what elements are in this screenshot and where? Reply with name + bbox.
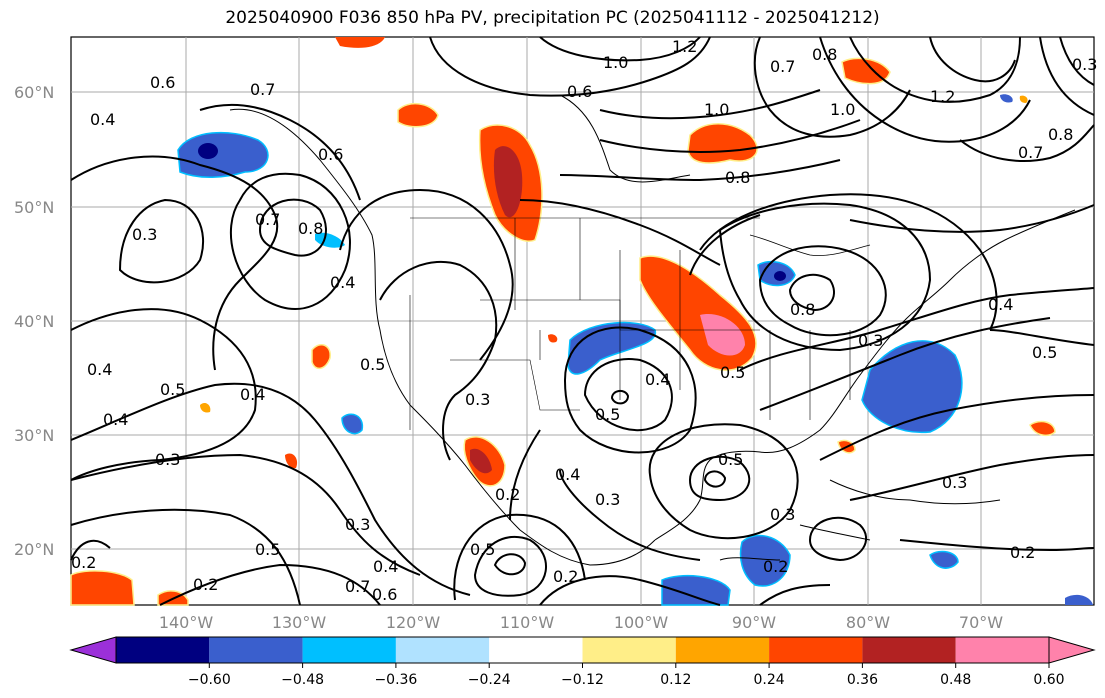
contour-label: 0.3 [155, 450, 180, 469]
contour-label: 1.0 [830, 100, 855, 119]
contour-label: 0.5 [1032, 343, 1057, 362]
contour-label: 0.3 [465, 390, 490, 409]
contour-label: 0.4 [330, 273, 355, 292]
contour-label: 0.2 [71, 553, 96, 572]
contour-label: 1.0 [704, 100, 729, 119]
lat-label: 40°N [14, 312, 54, 331]
lon-labels: 140°W 130°W 120°W 110°W 100°W 90°W 80°W … [159, 613, 1003, 632]
contour-labels: 1.0 1.2 0.8 0.7 0.6 0.6 0.4 0.3 0.7 0.8 … [71, 37, 1097, 604]
pv-contours [70, 36, 1095, 606]
contour-label: 0.5 [595, 405, 620, 424]
colorbar-tick-label: 0.60 [1033, 672, 1064, 688]
contour-label: 0.6 [318, 145, 343, 164]
contour-label: 0.8 [812, 45, 837, 64]
contour-label: 0.8 [298, 219, 323, 238]
coastlines [229, 94, 1076, 566]
contour-label: 0.3 [345, 515, 370, 534]
lon-label: 140°W [159, 613, 214, 632]
contour-label: 0.8 [725, 168, 750, 187]
contour-label: 0.4 [240, 385, 265, 404]
lon-label: 80°W [846, 613, 890, 632]
contour-label: 0.7 [250, 80, 275, 99]
colorbar-tick-label: −0.36 [374, 672, 417, 688]
colorbar-tick-label: 0.12 [660, 672, 691, 688]
contour-label: 0.3 [770, 505, 795, 524]
contour-label: 0.5 [718, 450, 743, 469]
colorbar-tick-label: −0.12 [561, 672, 604, 688]
contour-label: 1.2 [930, 87, 955, 106]
colorbar-cell [395, 637, 490, 663]
contour-label: 1.0 [603, 53, 628, 72]
colorbar-tick-label: −0.48 [281, 672, 324, 688]
colorbar-tick-label: −0.24 [468, 672, 511, 688]
colorbar-cell [116, 637, 210, 663]
contour-label: 0.4 [103, 410, 128, 429]
colorbar-cells [116, 637, 1049, 663]
contour-label: 0.6 [150, 73, 175, 92]
map-panel: 1.0 1.2 0.8 0.7 0.6 0.6 0.4 0.3 0.7 0.8 … [70, 36, 1097, 606]
contour-label: 0.4 [555, 465, 580, 484]
lat-label: 30°N [14, 426, 54, 445]
colorbar-extend-high [1048, 636, 1096, 664]
colorbar-cell [955, 637, 1049, 663]
colorbar-tick-label: 0.24 [754, 672, 785, 688]
contour-label: 0.4 [988, 295, 1013, 314]
lon-label: 120°W [386, 613, 441, 632]
contour-label: 0.3 [132, 225, 157, 244]
contour-label: 0.5 [160, 380, 185, 399]
contour-label: 0.7 [345, 577, 370, 596]
contour-label: 0.8 [1048, 125, 1073, 144]
contour-label: 0.5 [720, 363, 745, 382]
contour-label: 0.7 [255, 210, 280, 229]
colorbar-cell [675, 637, 770, 663]
colorbar-ticks: −0.60 −0.48 −0.36 −0.24 −0.12 0.12 0.24 0.36 0.4… [188, 663, 1065, 688]
contour-label: 0.4 [645, 370, 670, 389]
colorbar-cell [582, 637, 676, 663]
lat-labels: 60°N 50°N 40°N 30°N 20°N [14, 83, 54, 559]
contour-label: 0.3 [595, 490, 620, 509]
lat-label: 20°N [14, 540, 54, 559]
lon-label: 130°W [272, 613, 327, 632]
contour-label: 0.5 [255, 540, 280, 559]
contour-label: 0.6 [567, 82, 592, 101]
contour-label: 0.5 [360, 355, 385, 374]
contour-label: 0.2 [495, 485, 520, 504]
lon-label: 110°W [500, 613, 555, 632]
contour-label: 0.2 [193, 575, 218, 594]
lon-label: 70°W [959, 613, 1003, 632]
contour-label: 0.3 [1072, 55, 1097, 74]
contour-label: 0.3 [942, 473, 967, 492]
chart-title: 2025040900 F036 850 hPa PV, precipitatio… [225, 8, 880, 28]
colorbar: −0.60 −0.48 −0.36 −0.24 −0.12 0.12 0.24 0.36 0.4… [69, 636, 1096, 688]
precip-shading [70, 37, 1093, 606]
contour-label: 0.2 [553, 567, 578, 586]
colorbar-extend-low [69, 636, 117, 664]
contour-label: 1.2 [672, 37, 697, 56]
colorbar-tick-label: 0.36 [847, 672, 878, 688]
lon-label: 100°W [614, 613, 669, 632]
colorbar-tick-label: 0.48 [940, 672, 971, 688]
lat-label: 60°N [14, 83, 54, 102]
colorbar-cell [302, 637, 396, 663]
contour-label: 0.4 [373, 557, 398, 576]
colorbar-tick-label: −0.60 [188, 672, 231, 688]
contour-label: 0.8 [790, 300, 815, 319]
lat-label: 50°N [14, 198, 54, 217]
colorbar-cell [209, 637, 303, 663]
contour-label: 0.4 [90, 110, 115, 129]
colorbar-cell [862, 637, 956, 663]
colorbar-cell [489, 637, 583, 663]
contour-label: 0.7 [770, 57, 795, 76]
colorbar-cell [769, 637, 863, 663]
contour-label: 0.5 [470, 540, 495, 559]
contour-label: 0.6 [372, 585, 397, 604]
contour-label: 0.7 [1018, 143, 1043, 162]
lon-label: 90°W [732, 613, 776, 632]
contour-label: 0.3 [858, 331, 883, 350]
contour-label: 0.2 [1010, 543, 1035, 562]
contour-label: 0.2 [763, 557, 788, 576]
contour-label: 0.4 [87, 360, 112, 379]
